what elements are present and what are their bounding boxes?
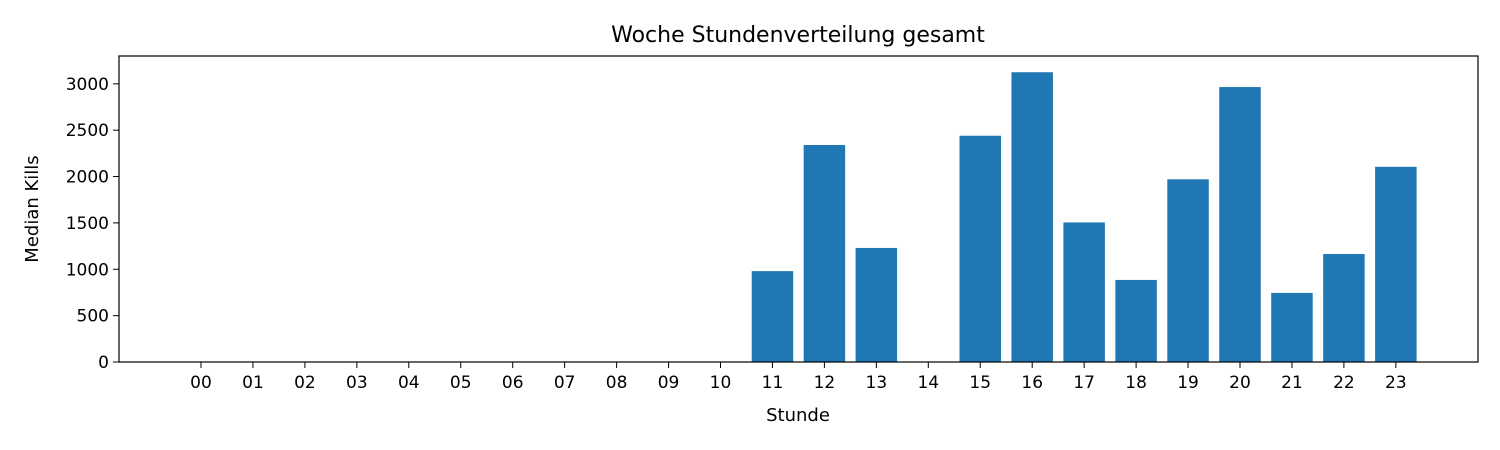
- bar-17: [1063, 222, 1105, 362]
- x-axis-ticks: 00 01 02 03 04 05 06 07 08 09 10 11 12 13 14 15 16 17 18 19…: [190, 362, 1407, 393]
- y-axis-label: Median Kills: [22, 155, 43, 262]
- bar-21: [1271, 292, 1313, 362]
- bar-16: [1011, 72, 1053, 363]
- x-tick-label: 14: [917, 373, 939, 393]
- x-tick-label: 20: [1229, 373, 1251, 393]
- chart-title: Woche Stundenverteilung gesamt: [611, 23, 985, 48]
- y-tick-label: 500: [77, 307, 109, 327]
- x-axis-label: Stunde: [766, 405, 830, 426]
- x-tick-label: 16: [1021, 373, 1043, 393]
- x-tick-label: 22: [1333, 373, 1355, 393]
- plot-frame: [118, 55, 1479, 363]
- x-tick-label: 02: [294, 373, 316, 393]
- x-tick-label: 11: [762, 373, 784, 393]
- x-tick-label: 07: [554, 373, 576, 393]
- x-tick-label: 17: [1073, 373, 1095, 393]
- x-tick-label: 01: [242, 373, 264, 393]
- bar-18: [1115, 279, 1157, 362]
- bar-20: [1219, 87, 1261, 363]
- y-tick-label: 2500: [66, 121, 109, 141]
- x-tick-label: 15: [969, 373, 991, 393]
- y-tick-label: 3000: [66, 75, 109, 95]
- x-tick-label: 06: [502, 373, 524, 393]
- bar-22: [1323, 253, 1365, 362]
- bar-15: [959, 135, 1001, 362]
- x-tick-label: 08: [606, 373, 628, 393]
- y-tick-label: 1000: [66, 260, 109, 280]
- x-tick-label: 03: [346, 373, 368, 393]
- x-tick-label: 23: [1385, 373, 1407, 393]
- x-tick-label: 04: [398, 373, 420, 393]
- bar-12: [803, 145, 846, 362]
- x-tick-label: 18: [1125, 373, 1147, 393]
- x-tick-label: 00: [190, 373, 212, 393]
- x-tick-label: 19: [1177, 373, 1199, 393]
- bar-13: [855, 247, 898, 362]
- x-tick-label: 05: [450, 373, 472, 393]
- x-tick-label: 10: [710, 373, 732, 393]
- x-tick-label: 13: [866, 373, 888, 393]
- x-tick-label: 12: [814, 373, 836, 393]
- bar-19: [1167, 179, 1209, 362]
- y-tick-label: 1500: [66, 214, 109, 234]
- x-tick-label: 09: [658, 373, 680, 393]
- y-axis-ticks: 0 500 1000 1500 2000 2500 3000: [66, 75, 119, 373]
- bar-23: [1375, 166, 1417, 362]
- bars-group: [751, 72, 1417, 363]
- x-tick-label: 21: [1281, 373, 1303, 393]
- y-tick-label: 2000: [66, 168, 109, 188]
- bar-11: [751, 271, 794, 362]
- y-tick-label: 0: [98, 353, 109, 373]
